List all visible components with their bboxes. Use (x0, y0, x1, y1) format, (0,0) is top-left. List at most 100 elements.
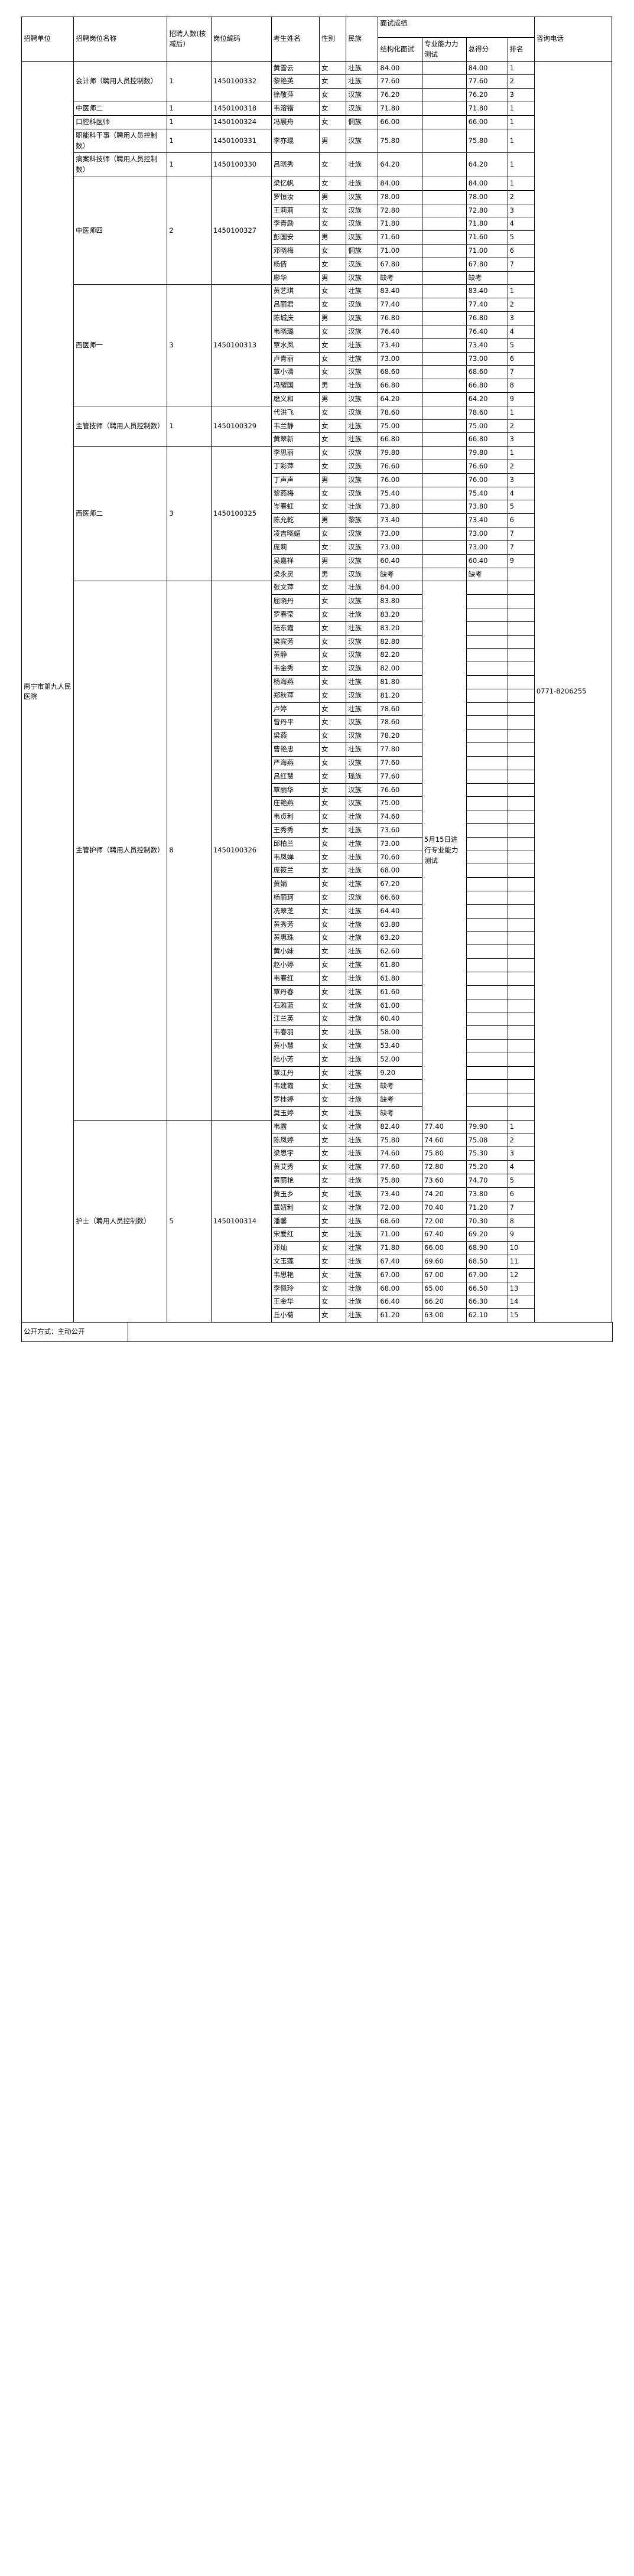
cell-structured-score: 76.80 (378, 311, 422, 325)
cell-structured-score: 60.40 (378, 553, 422, 568)
cell-ability-score: 72.80 (422, 1160, 467, 1175)
cell-rank: 5 (507, 500, 535, 514)
cell-nation: 壮族 (346, 945, 379, 959)
cell-nation: 壮族 (346, 432, 379, 447)
cell-rank (507, 675, 535, 689)
cell-gender: 女 (318, 324, 347, 339)
cell-gender: 女 (318, 1268, 347, 1282)
cell-rank: 7 (507, 527, 535, 541)
cell-job-name: 主管护师（聘用人员控制数） (73, 581, 168, 1121)
table-row: 主管技师（聘用人员控制数） 1 1450100329 代洪飞女汉族 78.60 78.60… (22, 405, 612, 447)
cell-nation: 壮族 (346, 971, 379, 986)
cell-rank (507, 877, 535, 891)
cell-rank: 2 (507, 419, 535, 434)
cell-rank: 4 (507, 217, 535, 232)
cell-rank: 6 (507, 351, 535, 366)
cell-gender: 男 (318, 190, 347, 204)
cell-candidate-name: 李青励 (271, 217, 320, 232)
table-row: 韦兰静女壮族 75.00 75.00 2 (22, 419, 612, 434)
cell-total-score (466, 621, 508, 636)
cell-gender: 男 (318, 513, 347, 528)
cell-gender: 女 (318, 810, 347, 824)
cell-nation: 壮族 (346, 351, 379, 366)
cell-total-score: 79.80 (466, 446, 508, 460)
cell-structured-score: 61.60 (378, 985, 422, 999)
cell-total-score: 83.40 (466, 284, 508, 299)
table-row: 韦建霞女壮族 缺考 (22, 1079, 612, 1094)
cell-structured-score: 77.80 (378, 742, 422, 757)
cell-rank: 2 (507, 1133, 535, 1148)
cell-total-score (466, 931, 508, 946)
th-name: 考生姓名 (271, 17, 320, 62)
cell-candidate-name: 陆小芳 (271, 1052, 320, 1067)
cell-rank (507, 904, 535, 919)
cell-rank: 10 (507, 1241, 535, 1255)
cell-total-score (466, 1066, 508, 1080)
cell-job-count: 3 (167, 446, 212, 582)
cell-structured-score: 73.00 (378, 836, 422, 851)
table-row: 南宁市第九人民医院 会计师（聘用人员控制数） 1 1450100332 黄雪云女壮族 84… (21, 61, 613, 1323)
cell-gender: 女 (318, 1119, 347, 1134)
cell-nation: 汉族 (346, 796, 379, 811)
th-total: 总得分 (466, 37, 508, 62)
cell-gender: 男 (318, 271, 347, 285)
cell-ability-score (422, 513, 467, 528)
cell-structured-score: 61.00 (378, 998, 422, 1013)
cell-nation: 壮族 (346, 500, 379, 514)
cell-rank (507, 271, 535, 285)
cell-gender: 男 (318, 379, 347, 393)
cell-candidate-name: 梁永灵 (271, 567, 320, 582)
cell-nation: 壮族 (346, 607, 379, 622)
table-row: 莫玉婷女壮族 缺考 (22, 1106, 612, 1121)
cell-nation: 汉族 (346, 755, 379, 770)
cell-nation: 壮族 (346, 742, 379, 757)
cell-gender: 女 (318, 891, 347, 905)
cell-gender: 女 (318, 715, 347, 730)
cell-total-score: 73.40 (466, 338, 508, 353)
cell-job-count: 1 (167, 61, 212, 103)
cell-gender: 男 (318, 473, 347, 487)
cell-ability-score (422, 217, 467, 232)
cell-structured-score: 77.60 (378, 769, 422, 784)
recruitment-results-table: 招聘单位 招聘岗位名称 招聘人数(核减后) 岗位编码 考生姓名 性别 民族 面试… (21, 17, 613, 1323)
cell-gender: 男 (318, 128, 347, 154)
cell-structured-score: 66.60 (378, 891, 422, 905)
cell-nation: 壮族 (346, 1052, 379, 1067)
cell-gender: 女 (318, 1254, 347, 1269)
cell-structured-score: 83.40 (378, 284, 422, 299)
cell-job-count: 1 (167, 102, 212, 116)
cell-structured-score: 84.00 (378, 581, 422, 595)
cell-total-score (466, 998, 508, 1013)
cell-total-score: 缺考 (466, 271, 508, 285)
cell-total-score: 79.90 (466, 1119, 508, 1134)
disclosure-value (128, 1322, 613, 1342)
cell-structured-score: 82.20 (378, 648, 422, 663)
table-row: 吴嘉祥男汉族 60.40 60.40 9 (22, 553, 612, 568)
cell-structured-score: 63.80 (378, 917, 422, 932)
cell-rank: 3 (507, 1147, 535, 1161)
cell-candidate-name: 潘馨 (271, 1214, 320, 1229)
cell-structured-score: 84.00 (378, 61, 422, 76)
table-row: 梁永灵男汉族 缺考 缺考 (22, 567, 612, 582)
cell-ability-score (422, 567, 467, 582)
cell-rank: 3 (507, 432, 535, 447)
cell-structured-score: 73.00 (378, 351, 422, 366)
cell-rank (507, 783, 535, 797)
table-row: 冼翠芝女壮族 64.40 (22, 904, 612, 919)
cell-gender: 女 (318, 284, 347, 299)
cell-structured-score: 79.80 (378, 446, 422, 460)
cell-job-code: 1450100331 (210, 128, 272, 154)
cell-rank (507, 1093, 535, 1107)
cell-gender: 女 (318, 729, 347, 744)
cell-total-score: 76.20 (466, 88, 508, 103)
cell-total-score: 71.80 (466, 217, 508, 232)
th-interview-group: 面试成绩 (378, 17, 535, 38)
cell-structured-score: 75.80 (378, 1133, 422, 1148)
cell-job-name: 会计师（聘用人员控制数） (73, 61, 168, 103)
cell-structured-score: 73.80 (378, 500, 422, 514)
cell-candidate-name: 曹艳忠 (271, 742, 320, 757)
cell-structured-score: 66.40 (378, 1295, 422, 1310)
cell-nation: 壮族 (346, 1133, 379, 1148)
table-row: 杨海燕女壮族 81.80 (22, 675, 612, 689)
cell-rank: 4 (507, 486, 535, 501)
